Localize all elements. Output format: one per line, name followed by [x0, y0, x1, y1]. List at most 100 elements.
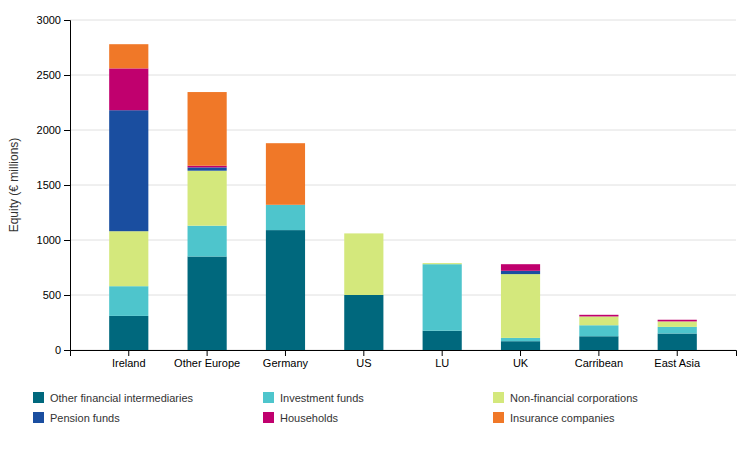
tick-mark	[64, 75, 70, 76]
legend-swatch	[493, 392, 504, 403]
grid-line	[70, 20, 736, 21]
tick: 3000	[37, 14, 70, 26]
plot: Ireland Other Europe Germany US LU UK Carribea…	[37, 14, 737, 369]
bar-segment	[109, 110, 148, 231]
bar-segment	[188, 166, 227, 168]
bar-segment	[344, 233, 383, 234]
tick-mark	[207, 350, 208, 356]
tick-mark	[64, 20, 70, 21]
axis-line	[71, 351, 737, 357]
tick: Other Europe	[174, 350, 240, 369]
tick-label: Carribean	[575, 357, 623, 369]
bar-segment	[658, 334, 697, 351]
grid-line	[70, 75, 736, 76]
tick-mark	[363, 350, 364, 356]
series	[109, 68, 697, 321]
grid-line	[70, 295, 736, 296]
bar-segment	[344, 233, 383, 295]
legend-label: Households	[280, 412, 339, 424]
legend-label: Non-financial corporations	[510, 392, 638, 404]
tick: 1000	[37, 234, 70, 246]
tick-mark	[64, 295, 70, 296]
bar-segment	[344, 233, 383, 234]
bar-segment	[423, 263, 462, 264]
bar-segment	[658, 321, 697, 327]
legend-label: Pension funds	[50, 412, 120, 424]
tick: UK	[513, 350, 529, 369]
legend-label: Insurance companies	[510, 412, 615, 424]
tick-mark	[677, 350, 678, 356]
tick-label: Germany	[263, 357, 309, 369]
tick-label: 1000	[37, 234, 61, 246]
bar-segment	[109, 44, 148, 68]
x-axis: Ireland Other Europe Germany US LU UK Carribea…	[71, 350, 737, 369]
bar-segment	[501, 274, 540, 338]
bar-segment	[423, 263, 462, 264]
legend-item: Non-financial corporations	[493, 392, 638, 404]
bars	[109, 44, 697, 350]
bar-segment	[579, 315, 618, 317]
grid-line	[70, 130, 736, 131]
bar-segment	[658, 327, 697, 334]
tick: Ireland	[112, 350, 146, 369]
bar-segment	[501, 271, 540, 274]
bar-segment	[579, 316, 618, 325]
bar-segment	[109, 231, 148, 286]
tick-label: 2500	[37, 69, 61, 81]
legend-item: Other financial intermediaries	[33, 392, 194, 404]
tick-label: UK	[513, 357, 529, 369]
bar-segment	[423, 264, 462, 331]
tick-mark	[285, 350, 286, 356]
bar-segment	[266, 143, 305, 205]
tick-label: US	[356, 357, 371, 369]
bar-segment	[423, 331, 462, 350]
bar-segment	[658, 320, 697, 322]
bar-segment	[188, 171, 227, 226]
tick: LU	[435, 350, 449, 369]
bar-segment	[266, 205, 305, 230]
bar-segment	[109, 316, 148, 350]
axis-title: Equity (€ millions)	[7, 138, 21, 233]
tick: 1500	[37, 179, 70, 191]
legend: Other financial intermediaries Investment…	[33, 392, 638, 424]
legend-swatch	[493, 412, 504, 423]
tick-label: 2000	[37, 124, 61, 136]
bar-segment	[188, 167, 227, 170]
legend-swatch	[33, 392, 44, 403]
legend-label: Investment funds	[280, 392, 364, 404]
tick-mark	[128, 350, 129, 356]
legend-item: Investment funds	[263, 392, 364, 404]
legend-item: Insurance companies	[493, 412, 615, 424]
tick-label: Ireland	[112, 357, 146, 369]
tick: Germany	[263, 350, 309, 369]
bar-segment	[109, 68, 148, 110]
tick: 2500	[37, 69, 70, 81]
grid-line	[70, 240, 736, 241]
bar-segment	[188, 92, 227, 166]
bar-segment	[109, 286, 148, 316]
bar-segment	[344, 295, 383, 350]
tick-label: 500	[43, 289, 61, 301]
bar-segment	[501, 264, 540, 265]
bar-segment	[501, 264, 540, 271]
legend-label: Other financial intermediaries	[50, 392, 194, 404]
series	[109, 44, 305, 205]
tick: 0	[55, 344, 70, 356]
bar-segment	[501, 338, 540, 341]
bar-segment	[423, 263, 462, 264]
tick-mark	[64, 240, 70, 241]
bar-segment	[579, 325, 618, 336]
tick-mark	[598, 350, 599, 356]
bar-segment	[658, 319, 697, 320]
legend-swatch	[263, 412, 274, 423]
tick-label: Other Europe	[174, 357, 240, 369]
bar-segment	[266, 230, 305, 350]
tick: US	[356, 350, 371, 369]
tick-mark	[64, 130, 70, 131]
bar-segment	[579, 314, 618, 315]
tick-label: 3000	[37, 14, 61, 26]
series	[109, 110, 540, 274]
bar-segment	[423, 263, 462, 264]
tick-mark	[64, 185, 70, 186]
legend-swatch	[33, 412, 44, 423]
